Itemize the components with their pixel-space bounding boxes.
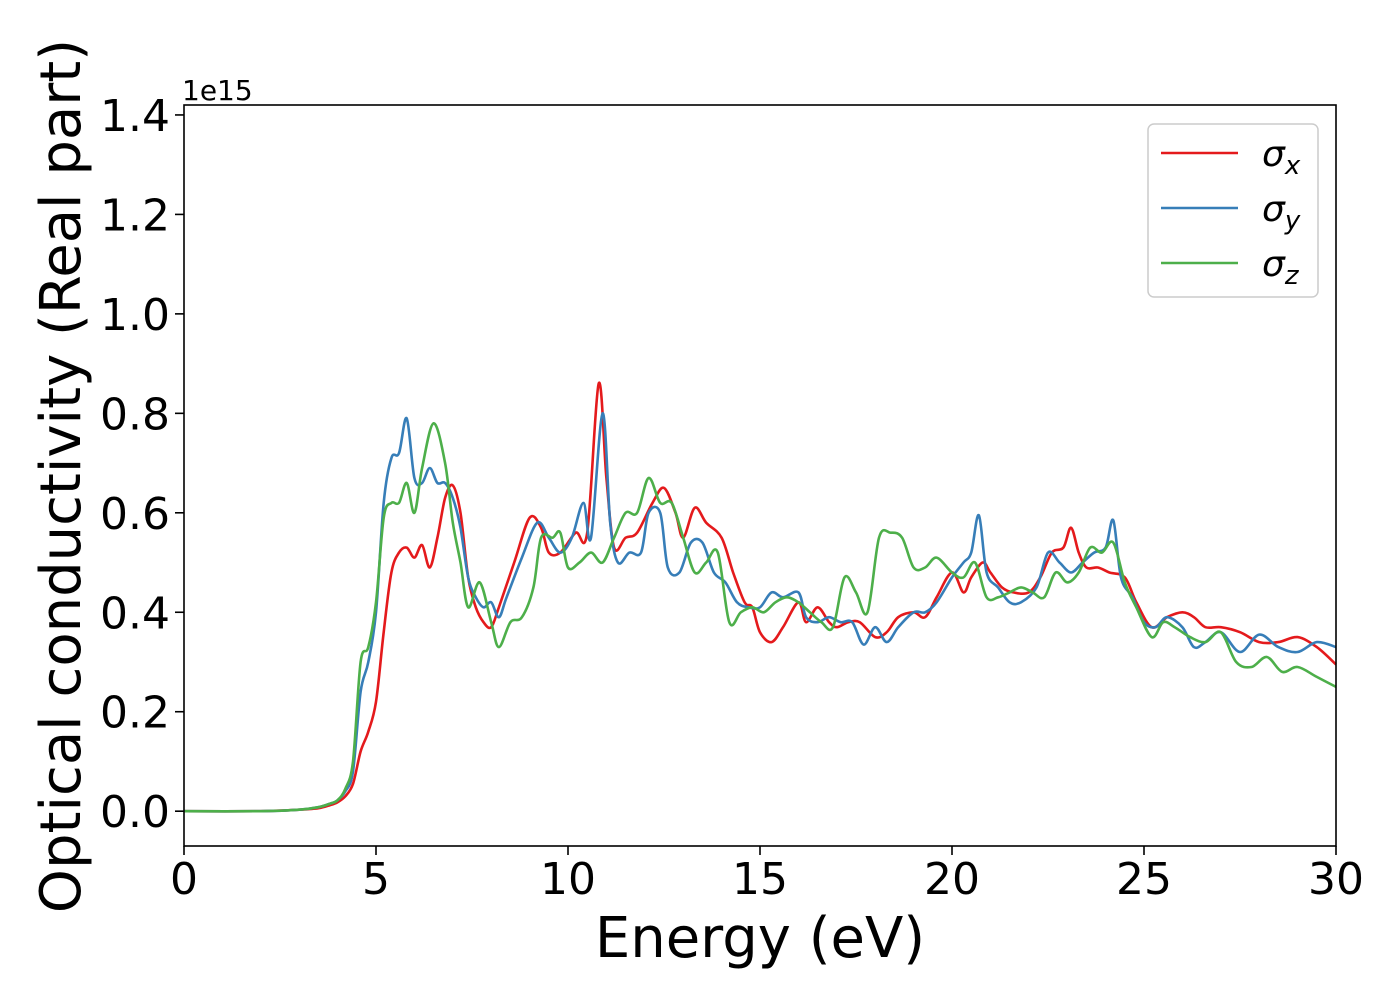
legend-label-y: σy bbox=[1262, 189, 1301, 236]
y-axis-ticks: 0.0 0.2 0.4 0.6 0.8 1.0 1.2 1.4 bbox=[100, 91, 184, 838]
y-axis-label: Optical conductivity (Real part) bbox=[29, 39, 94, 913]
plot-area bbox=[184, 105, 1336, 846]
legend: σx σy σz bbox=[1147, 123, 1319, 298]
y-tick-label: 0.4 bbox=[100, 588, 170, 639]
x-tick-label: 10 bbox=[540, 854, 596, 905]
x-axis-ticks: 0 5 10 15 20 25 30 bbox=[170, 846, 1364, 905]
legend-label-x: σx bbox=[1262, 134, 1301, 181]
y-tick-label: 0.6 bbox=[100, 489, 170, 540]
x-tick-label: 15 bbox=[732, 854, 788, 905]
y-offset-label: 1e15 bbox=[182, 74, 253, 107]
y-tick-label: 0.0 bbox=[100, 787, 170, 838]
x-tick-label: 25 bbox=[1116, 854, 1172, 905]
y-tick-label: 1.4 bbox=[100, 91, 170, 142]
series-lines bbox=[183, 381, 1337, 813]
y-tick-label: 0.8 bbox=[100, 389, 170, 440]
series-line-x bbox=[183, 381, 1337, 813]
x-tick-label: 20 bbox=[924, 854, 980, 905]
legend-label-z: σz bbox=[1262, 244, 1300, 291]
y-tick-label: 1.0 bbox=[100, 290, 170, 341]
x-tick-label: 30 bbox=[1308, 854, 1364, 905]
y-tick-label: 1.2 bbox=[100, 190, 170, 241]
x-tick-label: 0 bbox=[170, 854, 198, 905]
series-line-z bbox=[183, 421, 1337, 813]
x-tick-label: 5 bbox=[362, 854, 390, 905]
y-tick-label: 0.2 bbox=[100, 688, 170, 739]
x-axis-label: Energy (eV) bbox=[595, 906, 925, 971]
legend-frame bbox=[1147, 123, 1319, 298]
